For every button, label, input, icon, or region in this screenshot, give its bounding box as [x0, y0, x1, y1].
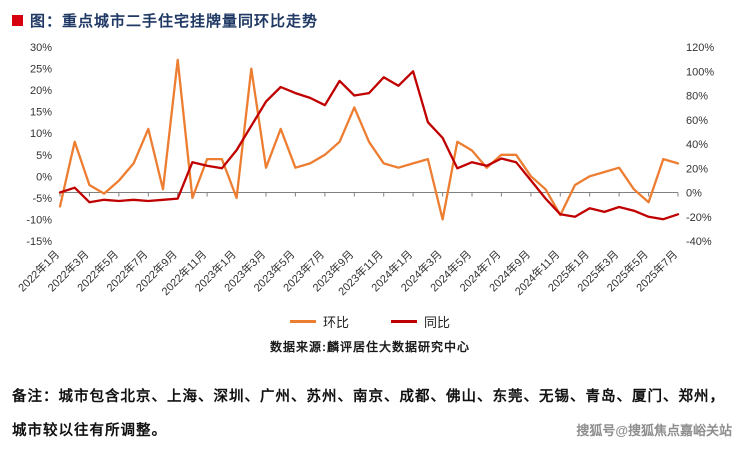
svg-text:0%: 0%: [686, 188, 702, 200]
footnote: 备注：城市包含北京、上海、深圳、广州、苏州、南京、成都、佛山、东莞、无锡、青岛、…: [12, 380, 732, 448]
watermark-text: 搜狐号@搜狐焦点嘉峪关站: [576, 423, 732, 438]
svg-text:0%: 0%: [36, 171, 52, 183]
chart-legend: 环比 同比: [0, 312, 740, 331]
page: 图：重点城市二手住宅挂牌量同环比走势 30% 25% 20% 15% 10% 5% 0% -5…: [0, 0, 740, 439]
svg-text:100%: 100%: [686, 66, 714, 78]
yoy-line-swatch: [391, 320, 417, 323]
legend-label-yoy: 同比: [424, 315, 451, 330]
svg-text:60%: 60%: [686, 115, 708, 127]
svg-text:120%: 120%: [686, 42, 714, 54]
mom-line-swatch: [289, 320, 316, 323]
svg-text:30%: 30%: [30, 42, 52, 54]
chart-title: 图：重点城市二手住宅挂牌量同环比走势: [30, 13, 319, 30]
svg-text:-40%: -40%: [686, 236, 712, 248]
footnote-line-1: 备注：城市包含北京、上海、深圳、广州、苏州、南京、成都、佛山、东莞、无锡、青岛、…: [12, 389, 725, 405]
svg-text:-15%: -15%: [26, 236, 52, 248]
svg-text:80%: 80%: [686, 91, 708, 103]
svg-text:20%: 20%: [686, 163, 708, 175]
legend-label-mom: 环比: [322, 315, 349, 330]
svg-text:5%: 5%: [36, 150, 52, 162]
svg-text:-10%: -10%: [26, 214, 52, 226]
line-chart: 30% 25% 20% 15% 10% 5% 0% -5% -10% -15% 120% 100% 80…: [0, 33, 740, 318]
svg-text:15%: 15%: [30, 107, 52, 119]
svg-text:40%: 40%: [686, 139, 708, 151]
title-bullet-icon: [12, 15, 23, 26]
svg-text:-20%: -20%: [686, 212, 712, 224]
data-source-label: 数据来源:麟评居住大数据研究中心: [270, 340, 470, 354]
svg-text:10%: 10%: [30, 128, 52, 140]
svg-text:25%: 25%: [30, 64, 52, 76]
svg-text:20%: 20%: [30, 85, 52, 97]
svg-text:-5%: -5%: [32, 193, 52, 205]
legend-item-mom: 环比: [289, 312, 349, 331]
footnote-line-2: 城市较以往有所调整。: [12, 423, 167, 439]
chart-title-row: 图：重点城市二手住宅挂牌量同环比走势: [0, 0, 740, 31]
legend-item-yoy: 同比: [391, 312, 450, 331]
